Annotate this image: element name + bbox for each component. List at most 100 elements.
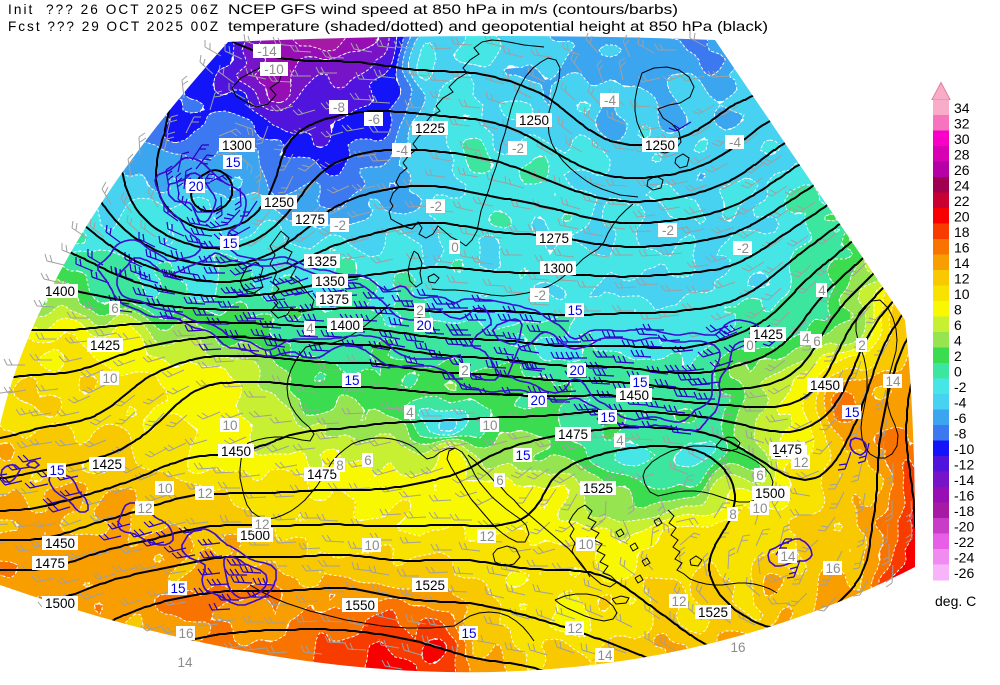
svg-text:1525: 1525: [583, 481, 613, 496]
svg-text:30: 30: [954, 131, 970, 147]
svg-text:-6: -6: [368, 112, 380, 127]
svg-text:1450: 1450: [221, 444, 251, 459]
svg-text:10: 10: [157, 481, 172, 496]
svg-text:1475: 1475: [558, 427, 588, 442]
svg-text:-16: -16: [954, 488, 974, 504]
svg-text:-14: -14: [257, 44, 277, 59]
svg-text:1275: 1275: [295, 212, 325, 227]
svg-text:Init ??? 26 OCT 2025 06Z: Init ??? 26 OCT 2025 06Z: [8, 2, 218, 17]
svg-text:-8: -8: [954, 426, 967, 442]
svg-text:12: 12: [793, 455, 808, 470]
svg-text:-22: -22: [954, 534, 974, 550]
svg-text:0: 0: [954, 364, 962, 380]
svg-text:4: 4: [306, 321, 314, 336]
svg-text:-10: -10: [954, 441, 974, 457]
svg-text:2: 2: [461, 363, 469, 378]
svg-text:18: 18: [954, 224, 970, 240]
svg-text:10: 10: [102, 371, 117, 386]
svg-text:1350: 1350: [315, 274, 345, 289]
svg-text:1500: 1500: [45, 596, 75, 611]
svg-text:15: 15: [844, 405, 859, 420]
svg-text:2: 2: [416, 303, 424, 318]
svg-text:8: 8: [729, 507, 737, 522]
svg-text:22: 22: [954, 193, 970, 209]
svg-text:4: 4: [802, 331, 810, 346]
svg-text:-2: -2: [512, 141, 524, 156]
svg-text:8: 8: [336, 458, 344, 473]
svg-text:15: 15: [600, 410, 615, 425]
svg-text:1450: 1450: [810, 378, 840, 393]
svg-text:-8: -8: [333, 100, 345, 115]
svg-text:15: 15: [225, 155, 240, 170]
svg-text:-2: -2: [430, 199, 442, 214]
svg-text:6: 6: [111, 301, 119, 316]
svg-text:-2: -2: [737, 241, 749, 256]
svg-text:-10: -10: [264, 62, 284, 77]
svg-text:-4: -4: [396, 143, 408, 158]
svg-text:-2: -2: [954, 379, 967, 395]
svg-text:15: 15: [49, 463, 64, 478]
svg-text:26: 26: [954, 162, 970, 178]
svg-text:16: 16: [954, 240, 970, 256]
svg-text:14: 14: [954, 255, 970, 271]
svg-text:34: 34: [954, 100, 970, 116]
svg-text:10: 10: [222, 418, 237, 433]
svg-text:1450: 1450: [619, 388, 649, 403]
svg-text:15: 15: [515, 448, 530, 463]
svg-text:12: 12: [254, 517, 269, 532]
svg-text:20: 20: [954, 209, 970, 225]
svg-text:-6: -6: [954, 410, 967, 426]
svg-text:-4: -4: [729, 135, 741, 150]
svg-text:6: 6: [954, 317, 962, 333]
svg-text:12: 12: [954, 271, 970, 287]
svg-text:16: 16: [730, 640, 745, 655]
svg-text:-14: -14: [954, 472, 974, 488]
svg-text:temperature (shaded/dotted) an: temperature (shaded/dotted) and geopoten…: [228, 19, 768, 34]
svg-text:-12: -12: [954, 457, 974, 473]
svg-text:NCEP GFS wind speed at 850 hPa: NCEP GFS wind speed at 850 hPa in m/s (c…: [228, 2, 678, 17]
svg-text:1500: 1500: [755, 486, 785, 501]
svg-text:-2: -2: [662, 223, 674, 238]
svg-text:1450: 1450: [45, 536, 75, 551]
svg-text:0: 0: [451, 240, 459, 255]
svg-text:1400: 1400: [45, 284, 75, 299]
svg-text:6: 6: [756, 468, 764, 483]
svg-text:1525: 1525: [415, 578, 445, 593]
svg-text:4: 4: [954, 333, 962, 349]
svg-text:1300: 1300: [543, 261, 573, 276]
svg-text:deg. C: deg. C: [935, 593, 976, 609]
svg-text:1250: 1250: [519, 113, 549, 128]
svg-text:20: 20: [416, 318, 431, 333]
svg-text:2: 2: [858, 338, 866, 353]
svg-text:14: 14: [885, 374, 901, 389]
svg-text:15: 15: [567, 303, 582, 318]
svg-text:-26: -26: [954, 565, 974, 581]
svg-text:15: 15: [344, 373, 359, 388]
svg-text:15: 15: [222, 236, 237, 251]
svg-text:20: 20: [569, 363, 584, 378]
svg-text:10: 10: [752, 501, 767, 516]
svg-text:1425: 1425: [90, 338, 120, 353]
svg-text:4: 4: [818, 283, 826, 298]
svg-text:12: 12: [197, 486, 212, 501]
svg-text:16: 16: [825, 561, 840, 576]
svg-text:10: 10: [578, 537, 593, 552]
svg-text:20: 20: [530, 393, 545, 408]
svg-text:14: 14: [780, 549, 796, 564]
svg-text:-24: -24: [954, 550, 974, 566]
svg-text:Fcst ??? 29 OCT 2025 00Z: Fcst ??? 29 OCT 2025 00Z: [8, 19, 218, 34]
svg-text:1475: 1475: [307, 467, 337, 482]
svg-text:4: 4: [616, 433, 624, 448]
svg-text:1250: 1250: [645, 138, 675, 153]
svg-text:6: 6: [813, 334, 821, 349]
svg-text:14: 14: [597, 648, 613, 663]
svg-text:1275: 1275: [539, 231, 569, 246]
svg-text:12: 12: [479, 529, 494, 544]
svg-text:1300: 1300: [222, 138, 252, 153]
svg-text:-18: -18: [954, 503, 974, 519]
svg-text:12: 12: [567, 621, 582, 636]
svg-text:15: 15: [170, 581, 185, 596]
svg-text:32: 32: [954, 116, 970, 132]
svg-text:1375: 1375: [319, 292, 349, 307]
svg-text:1425: 1425: [92, 457, 122, 472]
